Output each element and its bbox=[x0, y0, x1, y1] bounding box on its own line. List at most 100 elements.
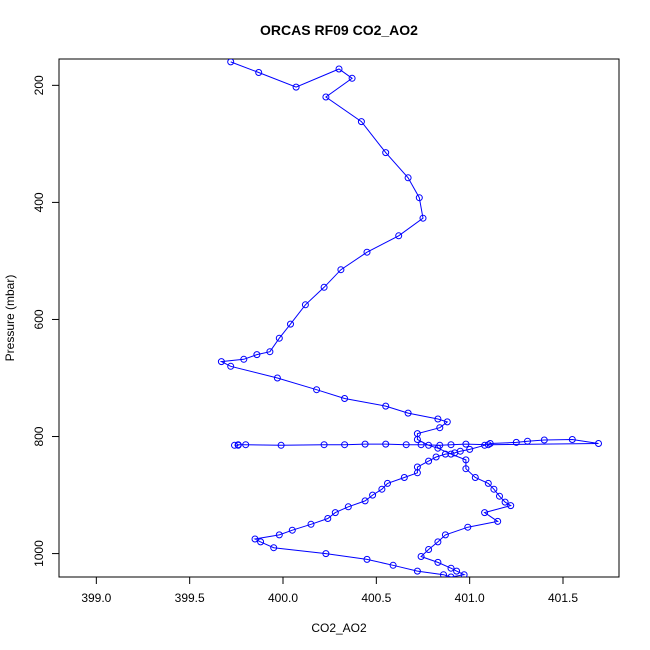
y-tick-label: 800 bbox=[32, 426, 46, 446]
data-point bbox=[447, 441, 455, 449]
x-axis-label: CO2_AO2 bbox=[311, 621, 367, 635]
data-point bbox=[400, 474, 408, 481]
x-tick-label: 400.5 bbox=[361, 591, 391, 605]
data-point bbox=[301, 301, 309, 309]
data-point bbox=[337, 266, 345, 274]
data-point bbox=[275, 334, 283, 342]
data-point bbox=[425, 546, 433, 553]
data-point bbox=[462, 440, 470, 448]
data-point bbox=[277, 441, 285, 449]
data-point bbox=[320, 283, 328, 291]
data-point bbox=[434, 415, 442, 423]
data-point bbox=[490, 485, 498, 493]
data-point bbox=[413, 567, 421, 575]
x-axis: 399.0 399.5 400.0 400.5 401.0 401.5 bbox=[81, 577, 578, 605]
data-point bbox=[417, 441, 425, 449]
y-tick-label: 1000 bbox=[32, 540, 46, 567]
data-point bbox=[494, 517, 502, 525]
data-point bbox=[453, 567, 461, 575]
data-point bbox=[443, 418, 451, 426]
data-point bbox=[288, 526, 296, 534]
data-point bbox=[341, 395, 349, 402]
data-point bbox=[496, 492, 503, 500]
plot-frame bbox=[58, 58, 620, 578]
data-point bbox=[292, 83, 300, 91]
data-point bbox=[378, 485, 386, 493]
data-point bbox=[484, 441, 492, 449]
data-point bbox=[425, 441, 433, 449]
data-point bbox=[384, 479, 391, 487]
data-point bbox=[322, 550, 330, 558]
data-point bbox=[402, 441, 410, 449]
data-point bbox=[440, 571, 447, 577]
data-point bbox=[253, 351, 261, 359]
chart-title: ORCAS RF09 CO2_AO2 bbox=[260, 22, 418, 38]
data-point bbox=[231, 441, 238, 449]
data-point bbox=[257, 538, 265, 546]
plot-area bbox=[217, 59, 602, 577]
data-point bbox=[227, 59, 235, 66]
data-point bbox=[234, 441, 242, 449]
data-point bbox=[357, 118, 365, 126]
data-point bbox=[460, 571, 468, 577]
data-point bbox=[273, 374, 281, 382]
data-point bbox=[441, 531, 449, 539]
y-tick-label: 400 bbox=[32, 192, 46, 212]
data-point bbox=[348, 74, 356, 82]
data-point bbox=[404, 409, 412, 417]
data-point bbox=[369, 491, 377, 499]
data-point bbox=[436, 424, 444, 432]
x-tick-label: 400.0 bbox=[268, 591, 298, 605]
x-tick-label: 399.5 bbox=[175, 591, 205, 605]
data-point bbox=[413, 463, 421, 471]
data-point bbox=[464, 523, 472, 531]
data-point bbox=[481, 509, 489, 517]
data-point bbox=[568, 436, 576, 443]
data-point bbox=[441, 450, 449, 458]
series-line bbox=[219, 61, 599, 577]
y-tick-label: 200 bbox=[32, 75, 46, 95]
data-point bbox=[240, 355, 248, 363]
data-point bbox=[417, 553, 425, 560]
data-point bbox=[415, 194, 423, 202]
data-point bbox=[251, 535, 259, 543]
data-point bbox=[270, 544, 278, 552]
data-point bbox=[322, 93, 330, 101]
data-point bbox=[341, 441, 349, 449]
data-point bbox=[363, 555, 371, 563]
data-point bbox=[432, 453, 440, 461]
y-axis-label: Pressure (mbar) bbox=[3, 275, 17, 362]
data-point bbox=[361, 440, 369, 448]
data-point bbox=[382, 440, 390, 448]
y-axis: 200 400 600 800 1000 bbox=[32, 75, 59, 567]
data-point bbox=[434, 538, 442, 546]
data-point bbox=[320, 441, 328, 449]
data-point bbox=[436, 441, 444, 449]
y-tick-label: 600 bbox=[32, 309, 46, 329]
data-point bbox=[363, 248, 371, 256]
data-point bbox=[425, 457, 433, 465]
data-point bbox=[242, 441, 250, 449]
data-point bbox=[361, 497, 369, 505]
data-point bbox=[507, 502, 515, 510]
data-point bbox=[413, 436, 421, 443]
data-point bbox=[466, 445, 474, 453]
data-point bbox=[217, 358, 225, 366]
data-point bbox=[524, 437, 531, 445]
data-point bbox=[434, 558, 442, 566]
data-point bbox=[595, 440, 602, 447]
data-point bbox=[501, 498, 509, 506]
data-point bbox=[395, 232, 403, 240]
data-point bbox=[382, 402, 390, 410]
data-point bbox=[275, 531, 283, 539]
data-point bbox=[389, 561, 397, 569]
data-point bbox=[331, 509, 339, 517]
data-point bbox=[447, 573, 455, 577]
data-point bbox=[540, 436, 548, 444]
x-tick-label: 401.0 bbox=[455, 591, 485, 605]
data-point bbox=[227, 362, 235, 370]
data-point bbox=[382, 149, 390, 157]
data-point bbox=[447, 564, 455, 572]
data-point bbox=[471, 474, 479, 481]
